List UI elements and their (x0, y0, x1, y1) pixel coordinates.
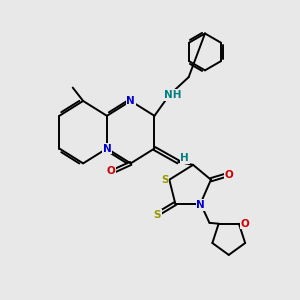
Text: H: H (180, 153, 189, 163)
Text: N: N (103, 143, 111, 154)
Text: O: O (225, 170, 234, 180)
Text: O: O (241, 219, 249, 229)
Text: O: O (107, 166, 116, 176)
Text: NH: NH (164, 90, 181, 100)
Text: S: S (154, 210, 161, 220)
Text: S: S (161, 175, 169, 185)
Text: N: N (126, 96, 135, 106)
Text: N: N (196, 200, 205, 210)
